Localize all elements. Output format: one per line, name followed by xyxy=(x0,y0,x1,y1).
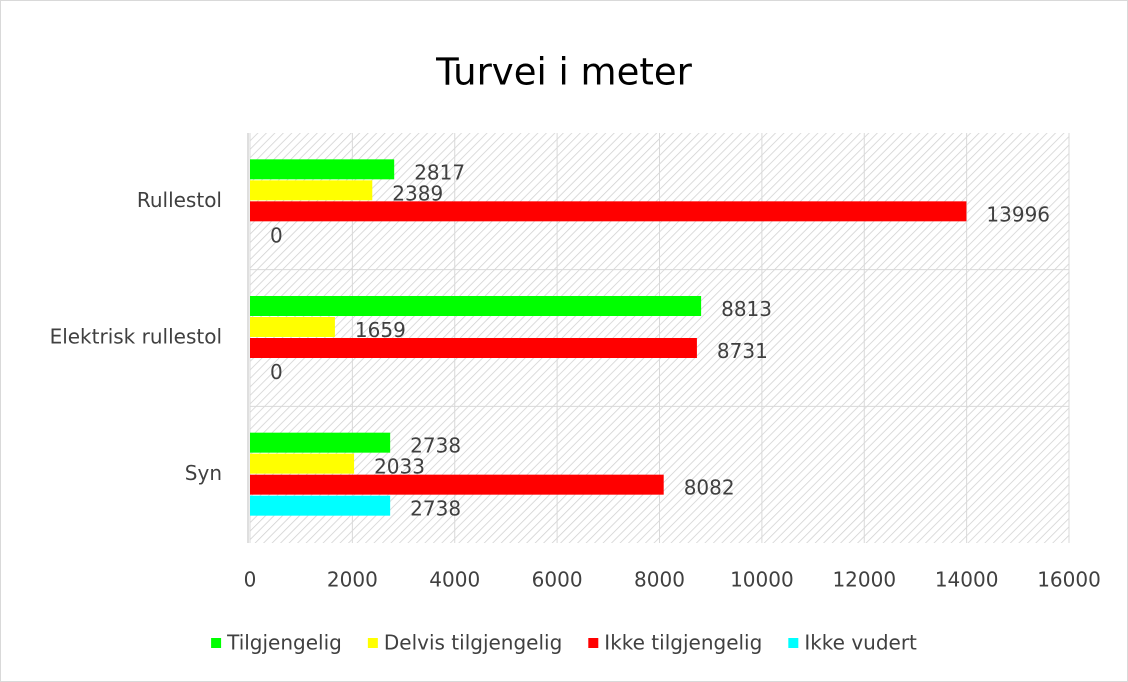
legend-swatch xyxy=(367,638,378,648)
bar xyxy=(250,495,391,516)
x-tick-label: 14000 xyxy=(935,568,999,592)
data-label: 13996 xyxy=(986,202,1050,226)
y-tick-label: Rullestol xyxy=(137,188,222,212)
legend-swatch xyxy=(211,638,222,648)
data-label: 2738 xyxy=(410,434,461,458)
legend-label: Tilgjengelig xyxy=(226,631,342,655)
legend-label: Ikke tilgjengelig xyxy=(604,631,762,655)
data-label: 2817 xyxy=(414,160,465,184)
bar xyxy=(250,296,702,316)
bar xyxy=(250,474,664,495)
x-tick-label: 0 xyxy=(244,568,257,592)
bar xyxy=(250,432,391,453)
bar xyxy=(250,317,335,337)
bar xyxy=(250,453,355,474)
x-tick-label: 2000 xyxy=(327,568,378,592)
bar xyxy=(250,201,967,222)
bar xyxy=(250,159,395,180)
x-tick-label: 6000 xyxy=(532,568,583,592)
x-tick-label: 4000 xyxy=(429,568,480,592)
data-label: 0 xyxy=(270,223,283,247)
data-label: 8082 xyxy=(684,476,735,500)
data-label: 2738 xyxy=(410,497,461,521)
x-tick-label: 10000 xyxy=(730,568,794,592)
data-label: 0 xyxy=(270,360,283,384)
x-tick-label: 8000 xyxy=(634,568,685,592)
x-tick-label: 12000 xyxy=(832,568,896,592)
legend-swatch xyxy=(788,638,799,648)
data-label: 8731 xyxy=(717,339,768,363)
y-tick-label: Syn xyxy=(185,461,222,485)
legend-label: Ikke vudert xyxy=(804,631,917,655)
chart-title: Turvei i meter xyxy=(435,51,692,94)
bar xyxy=(250,180,373,201)
legend-swatch xyxy=(588,638,599,648)
y-tick-label: Elektrisk rullestol xyxy=(50,325,222,349)
data-label: 8813 xyxy=(721,297,772,321)
legend-label: Delvis tilgjengelig xyxy=(384,631,562,655)
x-tick-label: 16000 xyxy=(1037,568,1101,592)
bar xyxy=(250,338,697,358)
